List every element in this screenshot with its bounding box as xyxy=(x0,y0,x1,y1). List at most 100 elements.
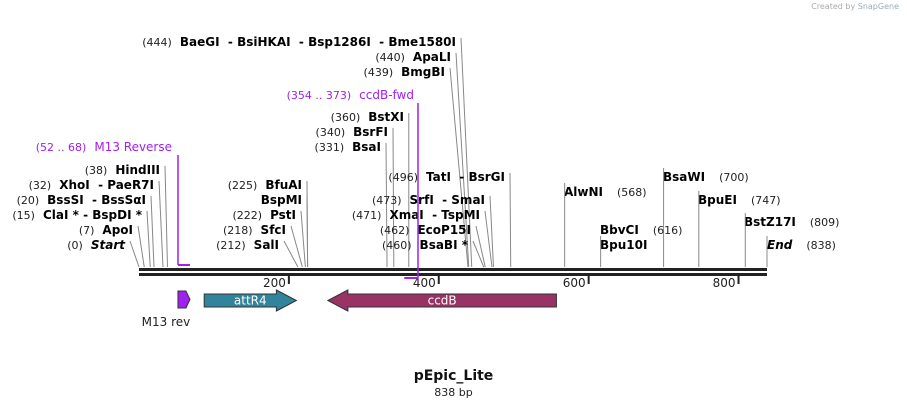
enzyme-cut-line xyxy=(283,240,299,268)
enzyme-name: BspMI xyxy=(261,193,302,207)
enzyme-name: Start xyxy=(91,238,126,252)
enzyme-position: (32) xyxy=(29,179,52,192)
enzyme-cut-line xyxy=(300,210,306,268)
enzyme-cut-line xyxy=(164,165,168,268)
feature-label: M13 rev xyxy=(142,315,191,329)
enzyme-cut-line xyxy=(472,240,485,268)
enzyme-cut-line xyxy=(460,37,473,268)
ruler-tick xyxy=(587,276,590,284)
enzyme-position: (331) xyxy=(315,141,345,154)
enzyme-name: BfuAI xyxy=(265,178,302,192)
backbone-top-strand xyxy=(139,268,767,271)
enzyme-name: HindIII xyxy=(115,163,160,177)
primer-name: M13 Reverse xyxy=(94,140,172,154)
enzyme-cut-line xyxy=(509,172,512,268)
enzyme-name: End xyxy=(767,238,793,252)
enzyme-cut-line xyxy=(158,180,164,268)
plasmid-name: pEpic_Lite xyxy=(413,368,494,384)
enzyme-position: (473) xyxy=(372,194,402,207)
enzyme-name: BsrFI xyxy=(353,125,388,139)
enzyme-name: BmgBI xyxy=(401,65,445,79)
enzyme-cut-line xyxy=(392,127,395,268)
enzyme-cut-line xyxy=(129,240,140,268)
enzyme-position: (444) xyxy=(142,36,172,49)
feature-label: ccdB xyxy=(428,294,457,308)
primer-name: ccdB-fwd xyxy=(359,88,414,102)
enzyme-name: BstZ17I xyxy=(744,215,796,229)
enzyme-position: (222) xyxy=(232,209,262,222)
enzyme-name: SfcI xyxy=(261,223,286,237)
enzyme-name: ApaLI xyxy=(413,50,451,64)
enzyme-name: PstI xyxy=(270,208,296,222)
enzyme-name: SrfI - SmaI xyxy=(410,193,485,207)
enzyme-position: (439) xyxy=(364,66,394,79)
ruler-tick xyxy=(287,276,290,284)
enzyme-position: (218) xyxy=(223,224,253,237)
enzyme-position: (616) xyxy=(653,224,683,237)
enzyme-name: XhoI - PaeR7I xyxy=(59,178,154,192)
enzyme-position: (838) xyxy=(806,239,836,252)
enzyme-name: TatI - BsrGI xyxy=(426,170,505,184)
enzyme-name: BsaBI * xyxy=(420,238,469,252)
enzyme-cut-line xyxy=(137,225,145,268)
enzyme-cut-line xyxy=(475,225,486,268)
ruler-tick-label: 200 xyxy=(263,276,286,290)
snapgene-credit: Created by SnapGene xyxy=(811,2,899,11)
enzyme-name: BssSI - BssSαI xyxy=(47,193,146,207)
enzyme-cut-line xyxy=(290,225,303,268)
enzyme-cut-line xyxy=(306,195,309,268)
enzyme-position: (225) xyxy=(228,179,258,192)
enzyme-cut-line xyxy=(150,195,155,268)
feature-m13-rev-arrow xyxy=(177,290,191,309)
enzyme-position: (496) xyxy=(388,171,418,184)
enzyme-cut-line xyxy=(385,142,388,268)
enzyme-name: BaeGI - BsiHKAI - Bsp1286I - Bme1580I xyxy=(180,35,456,49)
enzyme-name: BstXI xyxy=(368,110,404,124)
enzyme-name: BpuEI xyxy=(698,193,737,207)
enzyme-name: BsaWI xyxy=(663,170,705,184)
enzyme-position: (340) xyxy=(316,126,346,139)
enzyme-name: BsaI xyxy=(352,140,381,154)
ruler-tick-label: 800 xyxy=(713,276,736,290)
enzyme-cut-line xyxy=(449,67,469,268)
enzyme-position: (0) xyxy=(67,239,83,252)
enzyme-position: (700) xyxy=(719,171,749,184)
primer-range: (354 .. 373) xyxy=(287,89,352,102)
enzyme-position: (568) xyxy=(617,186,647,199)
feature-label: attR4 xyxy=(234,294,267,308)
enzyme-position: (38) xyxy=(85,164,108,177)
enzyme-position: (471) xyxy=(352,209,382,222)
enzyme-name: ClaI * - BspDI * xyxy=(43,208,143,222)
enzyme-position: (462) xyxy=(380,224,410,237)
plasmid-length: 838 bp xyxy=(434,386,473,399)
enzyme-cut-line xyxy=(484,210,493,268)
ruler-tick xyxy=(737,276,740,284)
backbone-bottom-strand xyxy=(139,273,767,276)
enzyme-name: SalI xyxy=(254,238,279,252)
credit-prefix: Created by xyxy=(811,2,856,11)
enzyme-name: AlwNI xyxy=(564,185,603,199)
ruler-tick-label: 400 xyxy=(413,276,436,290)
enzyme-position: (460) xyxy=(382,239,412,252)
enzyme-position: (20) xyxy=(17,194,40,207)
enzyme-position: (360) xyxy=(331,111,361,124)
primer-range: (52 .. 68) xyxy=(36,141,87,154)
feature-ccdb-arrow xyxy=(326,289,557,312)
enzyme-position: (747) xyxy=(751,194,781,207)
enzyme-cut-line xyxy=(455,52,470,268)
enzyme-name: Bpu10I xyxy=(600,238,647,252)
enzyme-cut-line xyxy=(489,195,494,268)
feature-attr4-arrow xyxy=(203,289,298,312)
enzyme-position: (212) xyxy=(216,239,246,252)
snapgene-brand: SnapGene xyxy=(857,2,899,11)
enzyme-position: (15) xyxy=(12,209,35,222)
enzyme-name: EcoP15I xyxy=(417,223,471,237)
ruler-tick xyxy=(437,276,440,284)
enzyme-position: (809) xyxy=(810,216,840,229)
enzyme-cut-line xyxy=(146,210,151,268)
ruler-tick-label: 600 xyxy=(563,276,586,290)
enzyme-name: ApoI xyxy=(102,223,133,237)
enzyme-name: XmaI - TspMI xyxy=(389,208,480,222)
enzyme-name: BbvCI xyxy=(600,223,639,237)
